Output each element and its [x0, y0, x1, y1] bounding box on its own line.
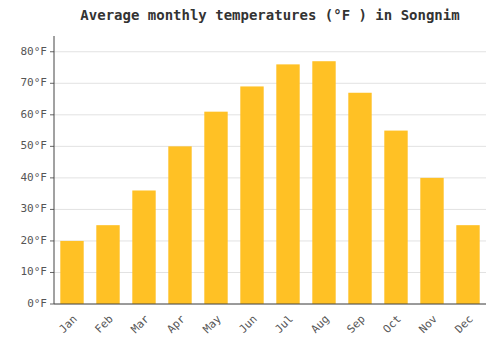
y-tick [50, 83, 54, 84]
bar [204, 112, 227, 304]
x-tick-label: May [201, 312, 225, 336]
bar [276, 64, 299, 304]
y-tick-label: 60°F [21, 108, 48, 121]
y-tick [50, 146, 54, 147]
y-tick-label: 70°F [21, 76, 48, 89]
bar [384, 131, 407, 304]
bar [60, 241, 83, 304]
x-tick-label: Oct [381, 313, 404, 336]
bar [312, 61, 335, 304]
bar [348, 93, 371, 304]
x-axis-ticks: Jan Feb Mar Apr May Jun Jul Aug Sep Oct Nov Dec [57, 312, 476, 336]
bar [240, 86, 263, 304]
grid-line [54, 51, 486, 52]
x-tick-label: Mar [129, 312, 153, 336]
x-tick-label: Jan [57, 313, 80, 336]
y-tick-label: 20°F [21, 234, 48, 247]
y-tick [50, 114, 54, 115]
bar [456, 225, 479, 304]
y-tick-label: 80°F [21, 45, 48, 58]
y-tick-label: 50°F [21, 139, 48, 152]
x-tick-label: Aug [309, 313, 332, 336]
y-tick-label: 30°F [21, 202, 48, 215]
y-tick-label: 40°F [21, 171, 48, 184]
y-tick [50, 304, 54, 305]
y-tick [50, 51, 54, 52]
x-tick-label: Nov [417, 312, 441, 336]
x-tick-label: Feb [93, 313, 116, 336]
y-tick-label: 10°F [21, 265, 48, 278]
y-axis-ticks: 0°F 10°F 20°F 30°F 40°F 50°F 60°F 70°F 80°F [21, 45, 55, 310]
bar [420, 178, 443, 304]
chart: 0°F 10°F 20°F 30°F 40°F 50°F 60°F 70°F 80°F Jan Fe… [0, 0, 500, 350]
y-axis-line [54, 36, 55, 304]
grid-line [54, 304, 486, 305]
grid [54, 52, 486, 304]
y-tick [50, 177, 54, 178]
y-tick [50, 240, 54, 241]
grid-line [54, 146, 486, 147]
y-tick [50, 272, 54, 273]
bar [168, 146, 191, 304]
x-axis-line [54, 304, 486, 305]
y-tick-label: 0°F [27, 297, 47, 310]
bar [96, 225, 119, 304]
title: Average monthly temperatures (°F ) in So… [80, 7, 459, 23]
x-tick-label: Sep [345, 313, 368, 336]
grid-line [54, 114, 486, 115]
bars [60, 61, 479, 304]
x-tick-label: Jul [273, 313, 296, 336]
x-tick-label: Dec [453, 313, 476, 336]
grid-line [54, 83, 486, 84]
x-tick-label: Apr [165, 312, 189, 336]
x-tick-label: Jun [237, 313, 260, 336]
bar [132, 190, 155, 304]
y-tick [50, 209, 54, 210]
